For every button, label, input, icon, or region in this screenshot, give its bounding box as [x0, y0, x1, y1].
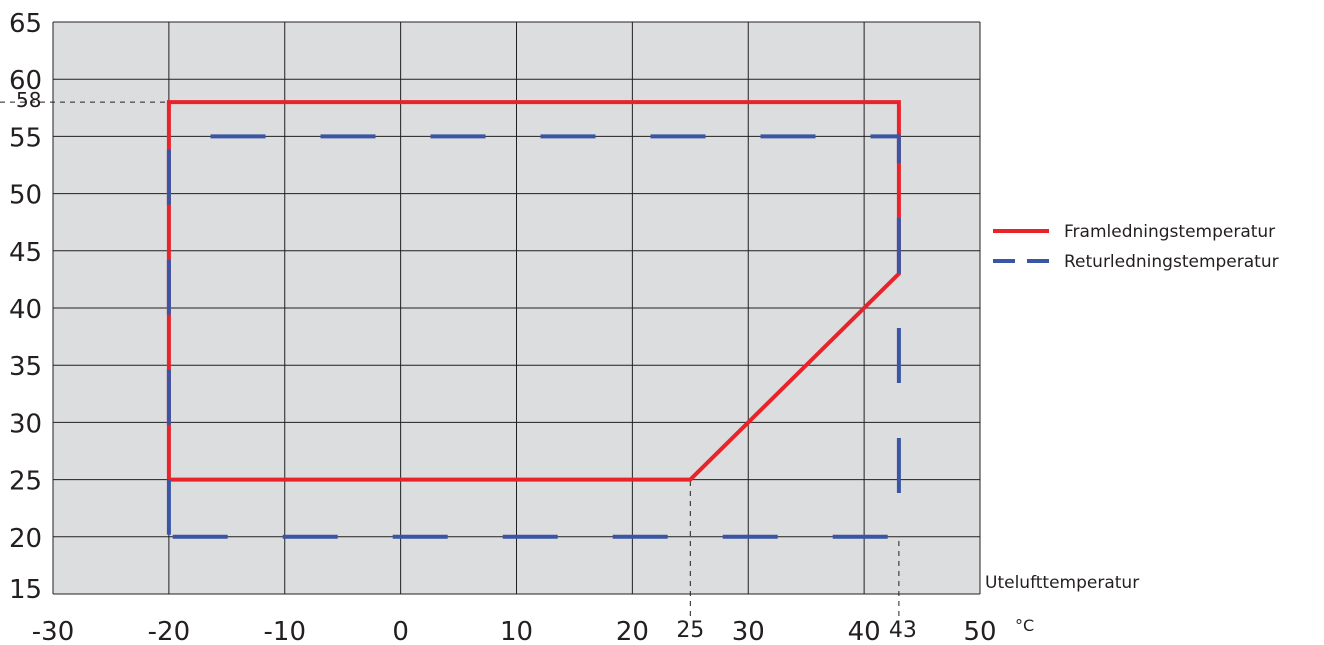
y-tick-label: 35 [9, 352, 42, 382]
y-tick-label: 65 [9, 9, 42, 39]
y-tick-label: 30 [9, 409, 42, 439]
tick-labels: -30 -20 -10 0 10 20 30 40 50 25 43 15 20 25 30 35 40 45 50… [9, 9, 997, 645]
series-line-returledning [166, 134, 901, 539]
legend-label: Returledningstemperatur [1064, 252, 1279, 272]
x-tick-label: 10 [500, 617, 533, 645]
y-tick-label: 15 [9, 575, 42, 605]
x-tick-label: -20 [148, 617, 190, 645]
x-tick-label: 50 [963, 617, 996, 645]
y-tick-label: 55 [9, 123, 42, 153]
y-tick-label: 25 [9, 467, 42, 497]
legend: Framledningstemperatur Returledningstempe… [993, 222, 1279, 272]
x-axis-unit: °C [1015, 616, 1034, 635]
y-tick-label: 20 [9, 524, 42, 554]
x-tick-label: 20 [616, 617, 649, 645]
y-tick-label-extra: 58 [16, 88, 41, 112]
reference-lines [0, 101, 900, 616]
x-axis-label: Utelufttemperatur [985, 573, 1139, 593]
y-tick-label: 60 [9, 66, 42, 96]
series-group [166, 100, 901, 539]
legend-label: Framledningstemperatur [1064, 222, 1275, 242]
x-tick-label: 0 [392, 617, 409, 645]
y-tick-label: 50 [9, 181, 42, 211]
y-tick-label: 40 [9, 295, 42, 325]
x-tick-label-extra: 43 [889, 618, 917, 643]
x-tick-label: -10 [264, 617, 306, 645]
x-tick-label: 30 [732, 617, 765, 645]
x-tick-label: 40 [848, 617, 881, 645]
x-tick-label: -30 [32, 617, 74, 645]
x-tick-label-extra: 25 [676, 618, 704, 643]
y-tick-label: 45 [9, 238, 42, 268]
